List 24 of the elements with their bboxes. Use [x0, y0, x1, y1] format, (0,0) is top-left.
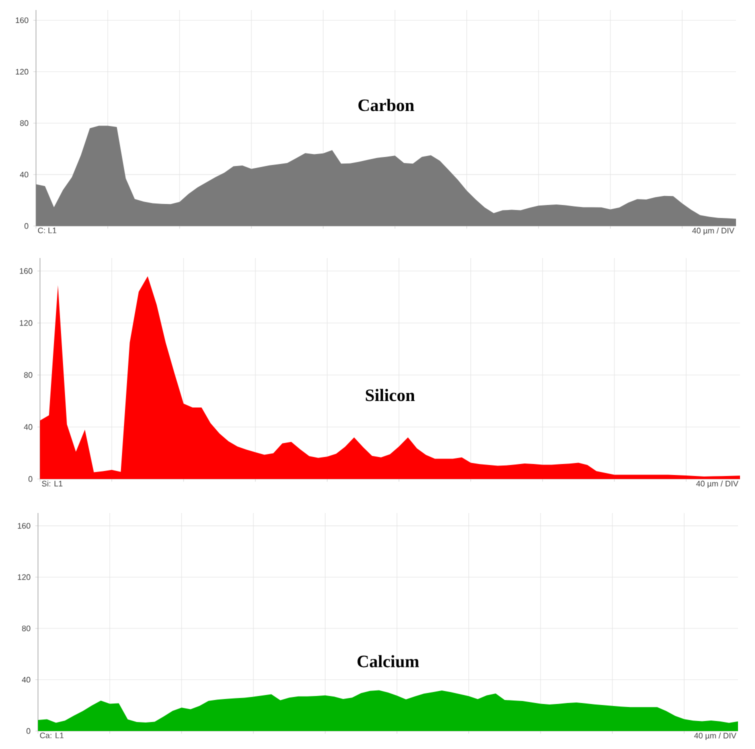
y-tick-label: 40: [24, 424, 32, 430]
y-tick-label: 120: [16, 68, 28, 75]
y-tick-label: 40: [22, 676, 30, 683]
text: Calcium: [358, 655, 419, 668]
y-tick-label: 160: [18, 522, 30, 529]
text: Si: L1: [42, 480, 62, 486]
y-tick-label: 0: [24, 223, 28, 229]
text: Silicon: [366, 388, 415, 402]
text: 40 µm / DIV: [692, 228, 734, 236]
y-tick-label: 80: [22, 626, 30, 632]
y-tick-label: 120: [20, 320, 32, 326]
y-tick-label: 160: [16, 17, 28, 24]
text: C: L1: [38, 228, 56, 234]
y-tick-label: 80: [24, 372, 32, 378]
y-tick-label: 160: [20, 268, 32, 274]
text: Carbon: [358, 98, 414, 112]
text: 40 µm / DIV: [694, 732, 736, 740]
text: Ca: L1: [40, 732, 64, 738]
text: 40 µm / DIV: [696, 480, 738, 488]
y-tick-label: 0: [26, 728, 30, 734]
y-tick-label: 80: [20, 120, 28, 126]
y-tick-label: 0: [28, 476, 32, 482]
y-tick-label: 40: [20, 172, 28, 178]
y-tick-label: 120: [18, 574, 30, 580]
